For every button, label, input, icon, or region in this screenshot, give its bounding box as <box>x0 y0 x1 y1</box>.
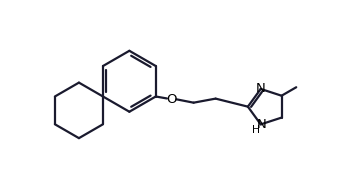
Text: O: O <box>166 93 177 106</box>
Text: N: N <box>257 118 266 131</box>
Text: H: H <box>252 125 260 135</box>
Text: N: N <box>256 82 266 96</box>
